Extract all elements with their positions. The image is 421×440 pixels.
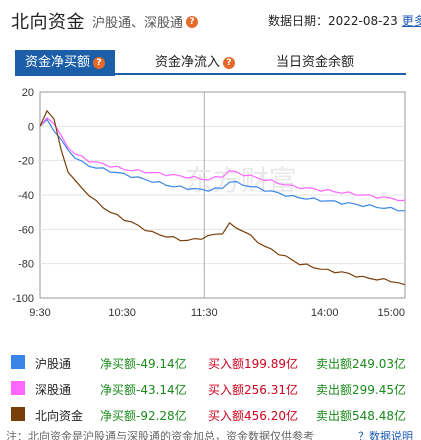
y-tick-label: 20 [22, 87, 34, 99]
legend-sell: 卖出额249.03亿 [316, 357, 406, 371]
series-line-0 [39, 118, 406, 212]
more-link[interactable]: 更多 [401, 14, 421, 28]
y-tick-label: -20 [18, 156, 34, 168]
x-tick-label: 15:00 [377, 307, 405, 319]
legend-swatch [11, 407, 25, 421]
y-tick-label: -100 [12, 293, 34, 305]
tab-daily-balance[interactable]: 当日资金余额 [266, 50, 366, 76]
y-tick-label: 0 [28, 121, 34, 133]
tab-net-inflow[interactable]: 资金净流入 ? [145, 50, 245, 76]
chart: 20 0 -20 -40 -60 -80 -100 9:30 10:30 11:30 14:00 1… [0, 80, 421, 320]
legend-buy: 买入额256.31亿 [208, 383, 298, 397]
tab-net-inflow-label: 资金净流入 [155, 55, 221, 70]
legend-row-sgt: 深股通 净买额-43.14亿 买入额256.31亿 卖出额299.45亿 [0, 378, 421, 400]
data-date-label: 数据日期：2022-08-23 [268, 14, 398, 28]
help-icon[interactable]: ? [93, 57, 105, 69]
series-lines [39, 109, 406, 286]
grid [40, 92, 405, 298]
legend-swatch [11, 355, 25, 369]
legend-net-buy: 净买额-43.14亿 [100, 383, 187, 397]
tab-underline [15, 73, 406, 75]
legend-name: 深股通 [35, 383, 72, 397]
subtitle: 沪股通、深股通 ? [92, 12, 199, 31]
footer-note: 注：北向资金是沪股通与深股通的资金加总，资金数据仅供参考 [6, 430, 314, 440]
legend-net-buy: 净买额-92.28亿 [100, 409, 187, 423]
legend-buy: 买入额456.20亿 [208, 409, 298, 423]
legend-name: 沪股通 [35, 357, 72, 371]
tab-net-buy[interactable]: 资金净买额 ? [15, 50, 115, 76]
legend-buy: 买入额199.89亿 [208, 357, 298, 371]
x-tick-label: 9:30 [29, 307, 50, 319]
help-icon[interactable]: ? [186, 15, 199, 28]
y-tick-label: -40 [18, 190, 34, 202]
x-tick-label: 10:30 [108, 307, 136, 319]
x-axis-labels: 9:30 10:30 11:30 14:00 15:00 [29, 307, 405, 319]
chart-svg: 20 0 -20 -40 -60 -80 -100 9:30 10:30 11:30 14:00 1… [12, 87, 406, 319]
help-icon[interactable]: ? [223, 57, 235, 69]
legend-sell: 卖出额548.48亿 [316, 409, 406, 423]
legend-net-buy: 净买额-49.14亿 [100, 357, 187, 371]
legend-swatch [11, 381, 25, 395]
legend-row-total: 北向资金 净买额-92.28亿 买入额456.20亿 卖出额548.48亿 [0, 404, 421, 426]
legend-name: 北向资金 [35, 409, 84, 423]
tab-net-buy-label: 资金净买额 [25, 55, 91, 70]
legend-sell: 卖出额299.45亿 [316, 383, 406, 397]
tab-daily-balance-label: 当日资金余额 [276, 55, 355, 70]
data-date: 数据日期：2022-08-23 更多 [268, 12, 421, 29]
watermark: 东方财富 [185, 164, 297, 197]
y-tick-label: -60 [18, 224, 34, 236]
series-line-2 [39, 109, 406, 286]
header: 北向资金 沪股通、深股通 ? 数据日期：2022-08-23 更多 [0, 0, 421, 40]
page-title: 北向资金 [11, 12, 85, 33]
y-axis-labels: 20 0 -20 -40 -60 -80 -100 [12, 87, 34, 305]
series-line-1 [39, 116, 406, 202]
legend-row-hgt: 沪股通 净买额-49.14亿 买入额199.89亿 卖出额249.03亿 [0, 352, 421, 374]
x-tick-label: 11:30 [191, 307, 218, 319]
subtitle-text: 沪股通、深股通 [92, 16, 184, 31]
y-tick-label: -80 [18, 259, 34, 271]
tab-bar: 资金净买额 ? 资金净流入 ? 当日资金余额 [0, 50, 421, 78]
x-tick-label: 14:00 [311, 307, 339, 319]
data-explanation-link[interactable]: ？数据说明 [358, 430, 413, 440]
